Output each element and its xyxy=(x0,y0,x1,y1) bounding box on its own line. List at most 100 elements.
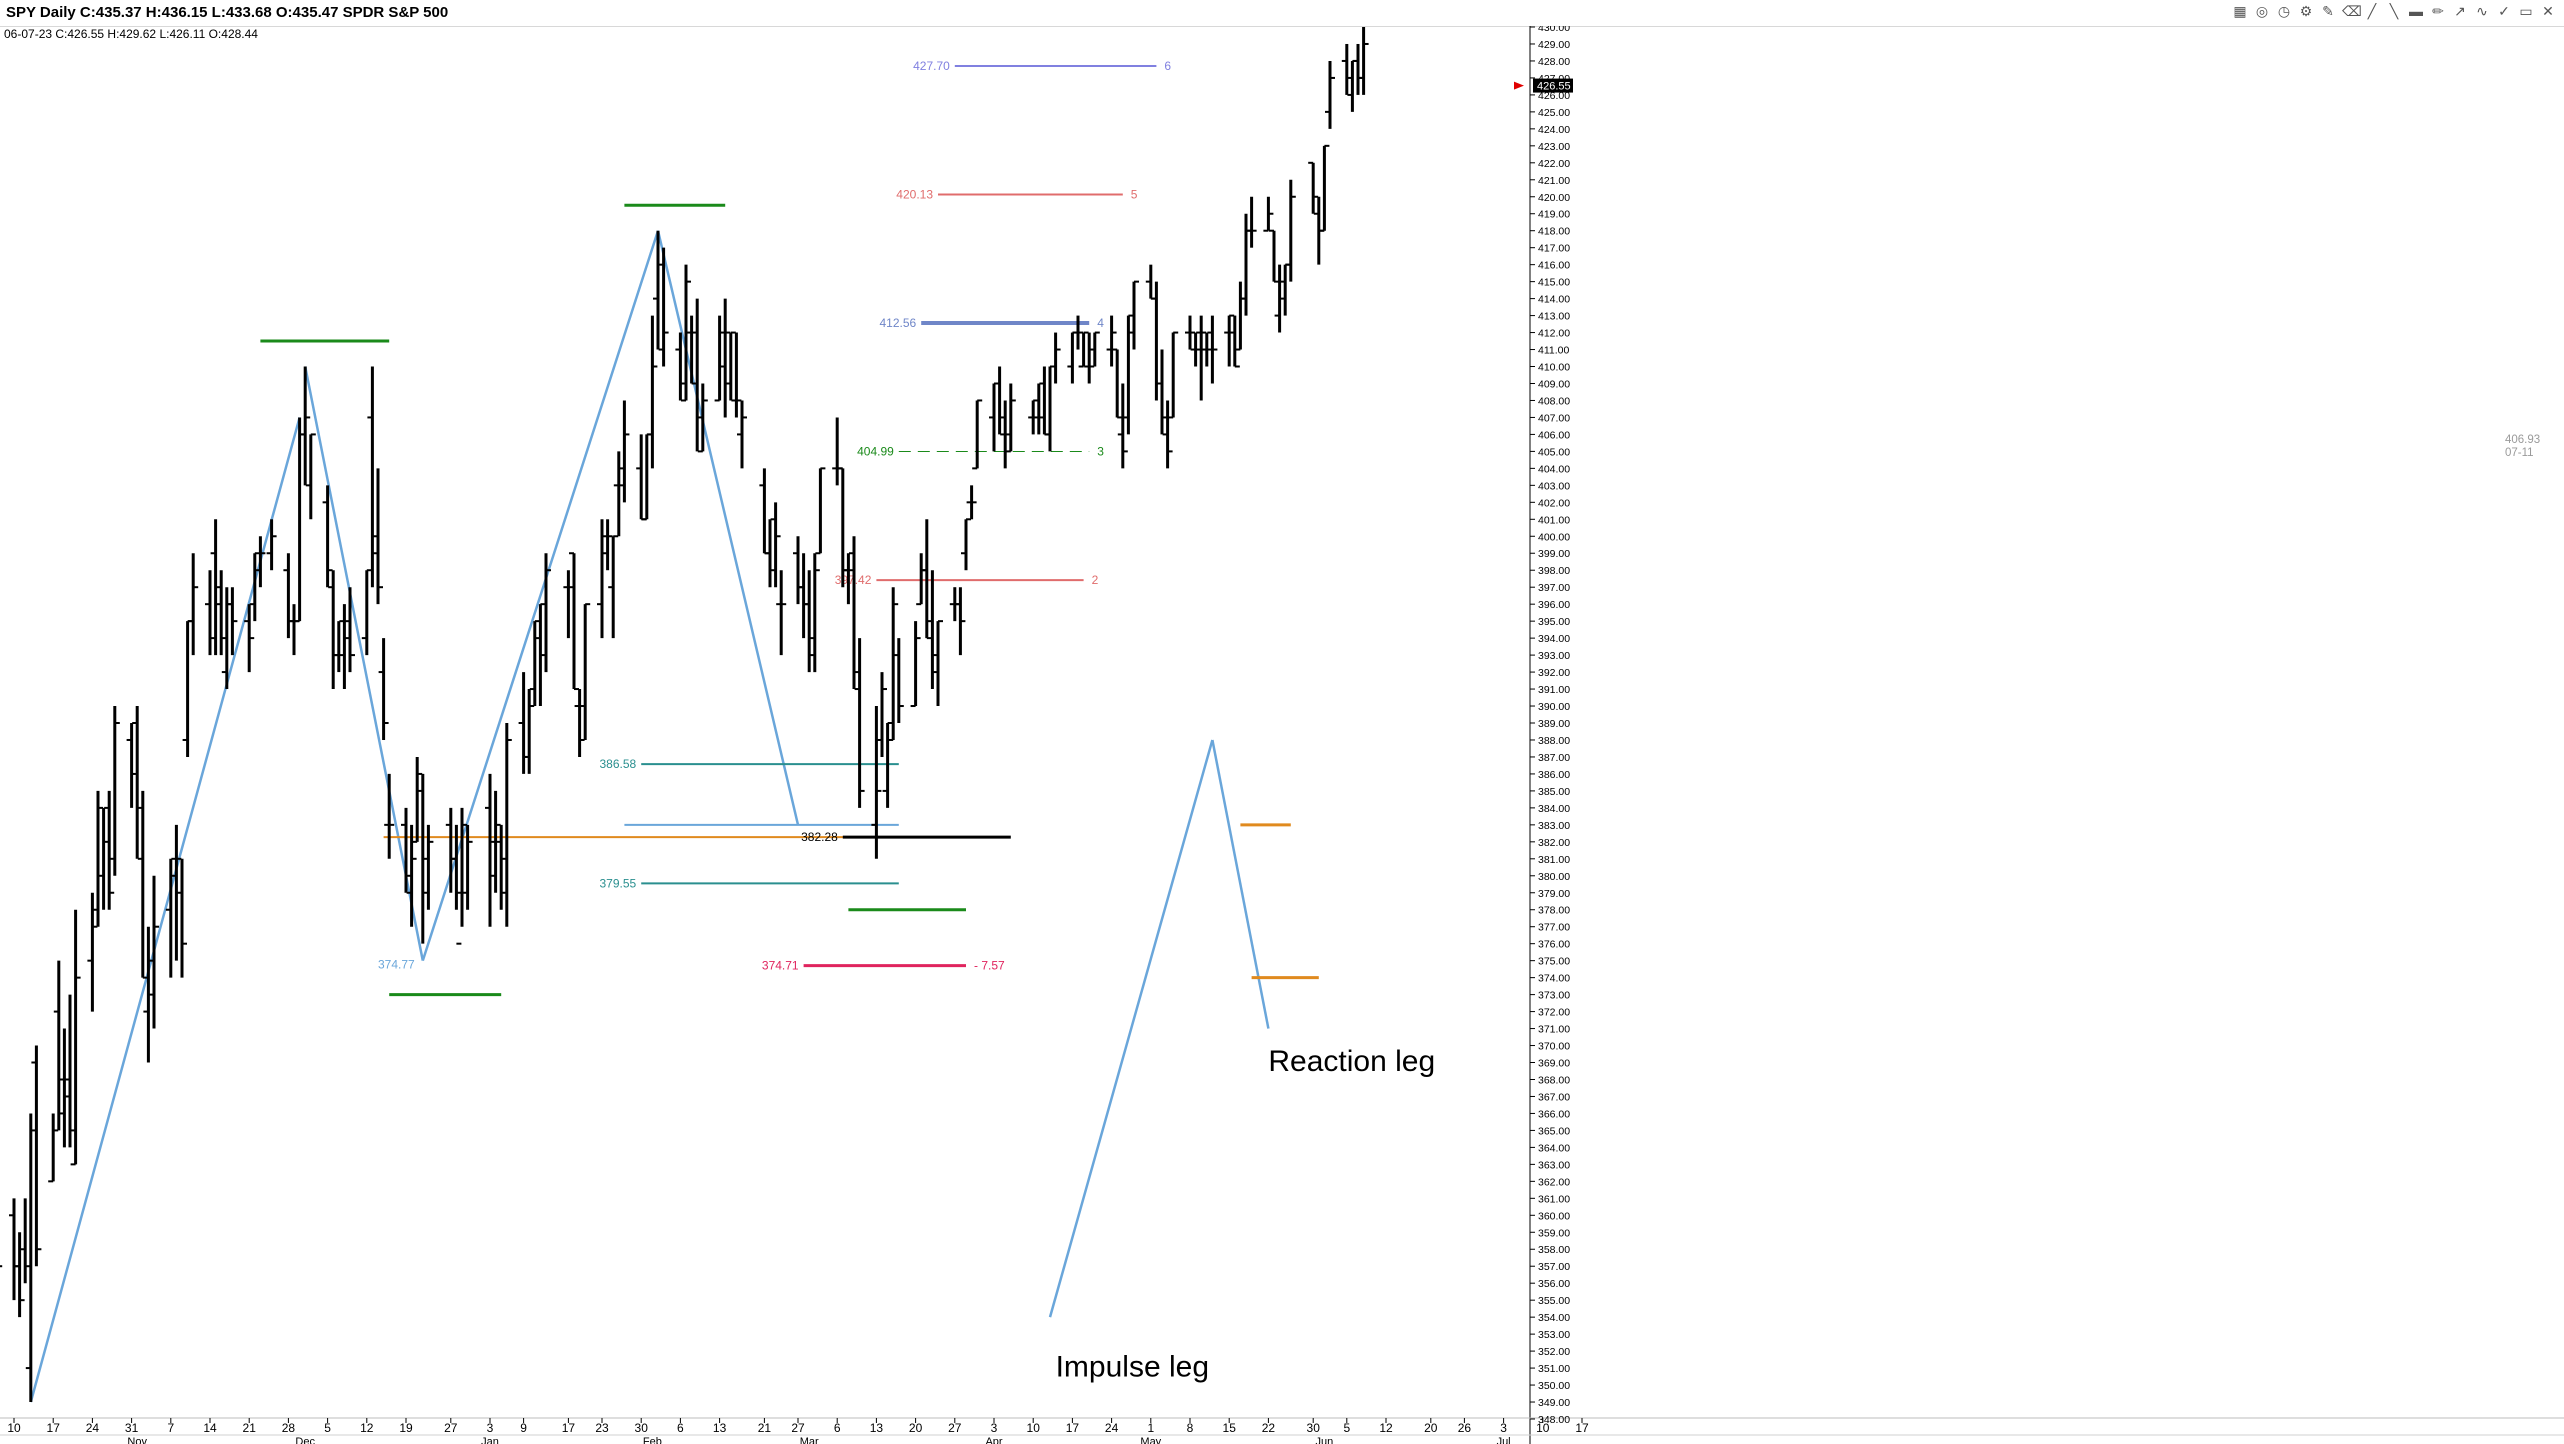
y-tick-label: 410.00 xyxy=(1538,362,1570,374)
y-tick-label: 421.00 xyxy=(1538,175,1570,187)
level-label: 386.58 xyxy=(599,757,636,771)
ohlc-bar xyxy=(619,400,630,503)
ohlc-bar xyxy=(569,552,579,691)
x-tick-label: 7 xyxy=(167,1421,174,1435)
draw-icon[interactable]: ✎ xyxy=(2322,3,2334,19)
ohlc-bar xyxy=(205,570,215,656)
y-tick-label: 397.00 xyxy=(1538,582,1570,594)
ohlc-bar xyxy=(1285,179,1296,282)
y-tick-label: 415.00 xyxy=(1538,277,1570,289)
annotation-text: Reaction leg xyxy=(1268,1045,1435,1078)
ohlc-bar xyxy=(1067,331,1078,384)
x-tick-label: 9 xyxy=(520,1421,527,1435)
ohlc-bar xyxy=(1274,264,1285,333)
ohlc-bar xyxy=(1157,349,1167,435)
y-tick-label: 414.00 xyxy=(1538,294,1570,306)
fib-icon[interactable]: ╲ xyxy=(2389,3,2399,19)
eraser-icon[interactable]: ⌫ xyxy=(2342,3,2362,19)
y-tick-label: 395.00 xyxy=(1538,616,1570,628)
ohlc-bar xyxy=(681,264,691,402)
ohlc-bar xyxy=(501,723,512,927)
ohlc-bar xyxy=(910,621,921,708)
y-tick-label: 363.00 xyxy=(1538,1159,1570,1171)
ohlc-bar xyxy=(143,926,154,1063)
ohlc-bar xyxy=(692,298,703,452)
pen-icon[interactable]: ✏ xyxy=(2432,3,2444,19)
ohlc-bar xyxy=(686,315,697,385)
y-tick-label: 367.00 xyxy=(1538,1091,1570,1103)
ohlc-bar xyxy=(1050,332,1061,384)
x-tick-label: 24 xyxy=(1105,1421,1119,1435)
ohlc-bar xyxy=(731,332,742,418)
highlight-icon[interactable]: ▬ xyxy=(2409,3,2423,19)
ohlc-bar xyxy=(1341,43,1352,95)
ohlc-bar xyxy=(793,536,803,605)
ohlc-bar xyxy=(765,519,775,588)
y-tick-label: 392.00 xyxy=(1538,667,1570,679)
ohlc-bar xyxy=(328,570,339,690)
level-label: 412.56 xyxy=(879,316,916,330)
ohlc-bar xyxy=(961,518,971,571)
ohlc-bar xyxy=(361,569,372,656)
level-label: 379.55 xyxy=(599,876,636,890)
ohlc-bar xyxy=(893,638,904,723)
trendline-icon[interactable]: ╱ xyxy=(2367,3,2377,19)
ohlc-bar xyxy=(1207,315,1218,384)
ohlc-bar xyxy=(462,824,473,910)
y-tick-label: 396.00 xyxy=(1538,599,1570,611)
clock-icon[interactable]: ◷ xyxy=(2277,3,2291,19)
x-tick-label: 14 xyxy=(203,1421,217,1435)
ohlc-bar xyxy=(406,824,417,927)
price-chart[interactable]: 348.00 349.00 350.00 351.00 352.00 353.00 354.… xyxy=(0,26,2564,1444)
y-tick-label: 430.00 xyxy=(1538,26,1570,34)
y-tick-label: 348.00 xyxy=(1538,1414,1570,1426)
ohlc-bar xyxy=(1106,315,1117,367)
month-label: Feb xyxy=(643,1436,662,1444)
y-tick-label: 413.00 xyxy=(1538,311,1570,323)
ohlc-bar xyxy=(563,570,574,639)
y-tick-label: 350.00 xyxy=(1538,1380,1570,1392)
y-tick-label: 417.00 xyxy=(1538,243,1570,255)
indicator-icon[interactable]: ◎ xyxy=(2255,3,2269,19)
wave-icon[interactable]: ∿ xyxy=(2476,3,2488,19)
ohlc-bar xyxy=(1089,331,1100,367)
ohlc-readout: 06-07-23 C:426.55 H:429.62 L:426.11 O:42… xyxy=(4,27,258,41)
y-tick-label: 411.00 xyxy=(1538,345,1569,357)
x-tick-label: 12 xyxy=(1379,1421,1393,1435)
ohlc-bar xyxy=(832,417,843,486)
ohlc-bar xyxy=(9,1198,19,1301)
x-tick-label: 1 xyxy=(1147,1421,1154,1435)
close-icon[interactable]: ✕ xyxy=(2542,3,2554,19)
template-icon[interactable]: ⚙ xyxy=(2299,3,2313,19)
ohlc-bar xyxy=(1308,161,1319,214)
window-icon[interactable]: ▭ xyxy=(2519,3,2533,19)
alert-icon[interactable]: ✓ xyxy=(2498,3,2510,19)
y-tick-label: 369.00 xyxy=(1538,1058,1570,1070)
ohlc-bar xyxy=(1168,331,1179,419)
level-right-label: - 7.57 xyxy=(974,959,1005,973)
x-tick-label: 28 xyxy=(282,1421,296,1435)
ohlc-bar xyxy=(1145,264,1156,300)
y-tick-label: 391.00 xyxy=(1538,684,1570,696)
y-tick-label: 400.00 xyxy=(1538,531,1570,543)
ohlc-bar xyxy=(916,553,927,606)
ohlc-bar xyxy=(529,620,540,707)
month-label: Dec xyxy=(295,1436,315,1444)
y-tick-label: 422.00 xyxy=(1538,158,1570,170)
ohlc-bar xyxy=(1201,332,1212,367)
y-tick-label: 404.00 xyxy=(1538,463,1570,475)
ohlc-bar xyxy=(339,604,350,690)
swing-line xyxy=(421,230,660,962)
x-tick-label: 13 xyxy=(870,1421,884,1435)
y-tick-label: 403.00 xyxy=(1538,480,1570,492)
y-tick-label: 353.00 xyxy=(1538,1329,1570,1341)
ohlc-bar xyxy=(955,587,966,656)
ohlc-bar xyxy=(804,570,815,673)
chart-type-icon[interactable]: ▦ xyxy=(2233,3,2247,19)
ohlc-bar xyxy=(1005,383,1016,453)
x-tick-label: 17 xyxy=(1066,1421,1080,1435)
ohlc-bar xyxy=(1319,144,1330,232)
ohlc-bar xyxy=(249,552,260,622)
right-note-text: 07-11 xyxy=(2505,447,2534,459)
arrow-icon[interactable]: ↗ xyxy=(2454,3,2466,19)
